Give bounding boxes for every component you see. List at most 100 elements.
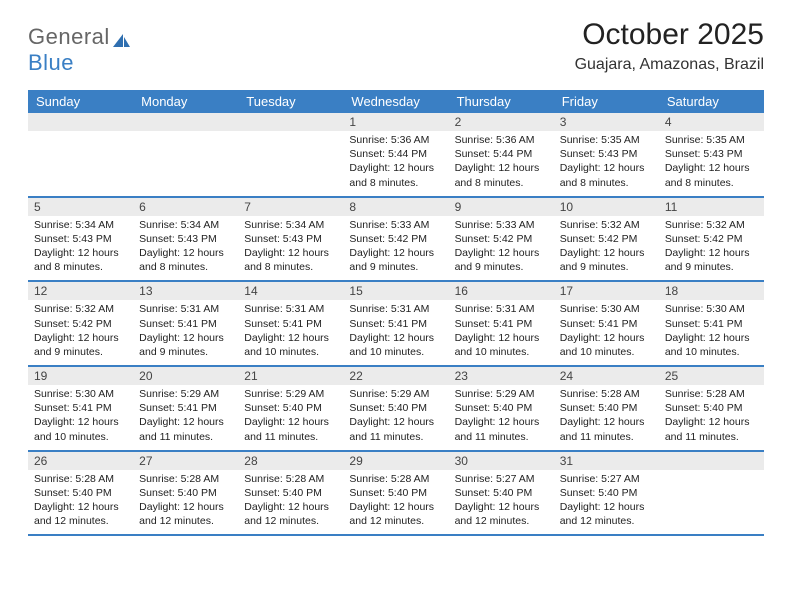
- day-cell: 14Sunrise: 5:31 AMSunset: 5:41 PMDayligh…: [238, 282, 343, 365]
- sunrise-text: Sunrise: 5:31 AM: [244, 302, 337, 316]
- day-body: Sunrise: 5:31 AMSunset: 5:41 PMDaylight:…: [449, 300, 554, 365]
- sunrise-text: Sunrise: 5:36 AM: [455, 133, 548, 147]
- day-body: Sunrise: 5:31 AMSunset: 5:41 PMDaylight:…: [343, 300, 448, 365]
- sunset-text: Sunset: 5:41 PM: [139, 401, 232, 415]
- daylight-text-2: and 11 minutes.: [349, 430, 442, 444]
- sunrise-text: Sunrise: 5:31 AM: [139, 302, 232, 316]
- daylight-text-2: and 9 minutes.: [139, 345, 232, 359]
- sunset-text: Sunset: 5:41 PM: [560, 317, 653, 331]
- sunset-text: Sunset: 5:41 PM: [349, 317, 442, 331]
- day-cell: 29Sunrise: 5:28 AMSunset: 5:40 PMDayligh…: [343, 452, 448, 535]
- day-number: 4: [659, 113, 764, 131]
- day-body: Sunrise: 5:32 AMSunset: 5:42 PMDaylight:…: [554, 216, 659, 281]
- title-block: October 2025 Guajara, Amazonas, Brazil: [575, 18, 764, 80]
- day-number: 6: [133, 198, 238, 216]
- sunset-text: Sunset: 5:43 PM: [139, 232, 232, 246]
- daylight-text-2: and 12 minutes.: [349, 514, 442, 528]
- daylight-text-1: Daylight: 12 hours: [665, 331, 758, 345]
- day-number: 10: [554, 198, 659, 216]
- daylight-text-1: Daylight: 12 hours: [560, 500, 653, 514]
- sunrise-text: Sunrise: 5:33 AM: [455, 218, 548, 232]
- day-body: Sunrise: 5:29 AMSunset: 5:40 PMDaylight:…: [238, 385, 343, 450]
- daylight-text-2: and 12 minutes.: [560, 514, 653, 528]
- day-body: Sunrise: 5:28 AMSunset: 5:40 PMDaylight:…: [133, 470, 238, 535]
- day-number: 15: [343, 282, 448, 300]
- day-number: [133, 113, 238, 131]
- weeks-container: 1Sunrise: 5:36 AMSunset: 5:44 PMDaylight…: [28, 113, 764, 536]
- daylight-text-2: and 8 minutes.: [244, 260, 337, 274]
- daylight-text-1: Daylight: 12 hours: [349, 331, 442, 345]
- daylight-text-1: Daylight: 12 hours: [139, 415, 232, 429]
- sunset-text: Sunset: 5:42 PM: [665, 232, 758, 246]
- day-cell: 10Sunrise: 5:32 AMSunset: 5:42 PMDayligh…: [554, 198, 659, 281]
- brand-logo: General: [28, 18, 132, 50]
- day-body: Sunrise: 5:31 AMSunset: 5:41 PMDaylight:…: [133, 300, 238, 365]
- day-cell: [238, 113, 343, 196]
- daylight-text-1: Daylight: 12 hours: [665, 415, 758, 429]
- sunrise-text: Sunrise: 5:32 AM: [34, 302, 127, 316]
- day-cell: 27Sunrise: 5:28 AMSunset: 5:40 PMDayligh…: [133, 452, 238, 535]
- brand-blue: Blue: [28, 50, 74, 76]
- sunrise-text: Sunrise: 5:28 AM: [244, 472, 337, 486]
- brand-text: General: [28, 24, 132, 50]
- sunrise-text: Sunrise: 5:29 AM: [139, 387, 232, 401]
- sunset-text: Sunset: 5:41 PM: [455, 317, 548, 331]
- daylight-text-1: Daylight: 12 hours: [349, 246, 442, 260]
- daylight-text-1: Daylight: 12 hours: [139, 246, 232, 260]
- day-number: 18: [659, 282, 764, 300]
- daylight-text-1: Daylight: 12 hours: [455, 500, 548, 514]
- sunset-text: Sunset: 5:40 PM: [139, 486, 232, 500]
- day-body: Sunrise: 5:32 AMSunset: 5:42 PMDaylight:…: [28, 300, 133, 365]
- day-cell: 16Sunrise: 5:31 AMSunset: 5:41 PMDayligh…: [449, 282, 554, 365]
- day-number: 24: [554, 367, 659, 385]
- sunset-text: Sunset: 5:40 PM: [560, 401, 653, 415]
- day-number: 5: [28, 198, 133, 216]
- daylight-text-2: and 8 minutes.: [34, 260, 127, 274]
- day-body: [659, 470, 764, 528]
- brand-general: General: [28, 24, 110, 50]
- week-row: 12Sunrise: 5:32 AMSunset: 5:42 PMDayligh…: [28, 282, 764, 367]
- day-body: Sunrise: 5:27 AMSunset: 5:40 PMDaylight:…: [554, 470, 659, 535]
- sunset-text: Sunset: 5:41 PM: [244, 317, 337, 331]
- sunrise-text: Sunrise: 5:27 AM: [560, 472, 653, 486]
- day-cell: 13Sunrise: 5:31 AMSunset: 5:41 PMDayligh…: [133, 282, 238, 365]
- daylight-text-1: Daylight: 12 hours: [139, 500, 232, 514]
- day-cell: 8Sunrise: 5:33 AMSunset: 5:42 PMDaylight…: [343, 198, 448, 281]
- day-cell: 22Sunrise: 5:29 AMSunset: 5:40 PMDayligh…: [343, 367, 448, 450]
- daylight-text-2: and 11 minutes.: [139, 430, 232, 444]
- day-cell: 24Sunrise: 5:28 AMSunset: 5:40 PMDayligh…: [554, 367, 659, 450]
- day-body: Sunrise: 5:34 AMSunset: 5:43 PMDaylight:…: [28, 216, 133, 281]
- day-body: Sunrise: 5:29 AMSunset: 5:40 PMDaylight:…: [449, 385, 554, 450]
- dayhead-thu: Thursday: [449, 90, 554, 113]
- day-body: Sunrise: 5:30 AMSunset: 5:41 PMDaylight:…: [28, 385, 133, 450]
- sunset-text: Sunset: 5:41 PM: [139, 317, 232, 331]
- day-number: 12: [28, 282, 133, 300]
- sunrise-text: Sunrise: 5:30 AM: [560, 302, 653, 316]
- day-body: Sunrise: 5:34 AMSunset: 5:43 PMDaylight:…: [133, 216, 238, 281]
- day-body: Sunrise: 5:27 AMSunset: 5:40 PMDaylight:…: [449, 470, 554, 535]
- daylight-text-1: Daylight: 12 hours: [560, 246, 653, 260]
- day-cell: 4Sunrise: 5:35 AMSunset: 5:43 PMDaylight…: [659, 113, 764, 196]
- sunrise-text: Sunrise: 5:35 AM: [560, 133, 653, 147]
- daylight-text-2: and 9 minutes.: [455, 260, 548, 274]
- day-number: 1: [343, 113, 448, 131]
- day-number: 21: [238, 367, 343, 385]
- day-cell: 26Sunrise: 5:28 AMSunset: 5:40 PMDayligh…: [28, 452, 133, 535]
- day-body: Sunrise: 5:28 AMSunset: 5:40 PMDaylight:…: [28, 470, 133, 535]
- page-header: General October 2025 Guajara, Amazonas, …: [28, 18, 764, 80]
- sunset-text: Sunset: 5:40 PM: [349, 486, 442, 500]
- sunrise-text: Sunrise: 5:33 AM: [349, 218, 442, 232]
- sunrise-text: Sunrise: 5:31 AM: [455, 302, 548, 316]
- sail-icon: [111, 29, 131, 45]
- day-cell: 3Sunrise: 5:35 AMSunset: 5:43 PMDaylight…: [554, 113, 659, 196]
- day-body: Sunrise: 5:36 AMSunset: 5:44 PMDaylight:…: [343, 131, 448, 196]
- day-number: 17: [554, 282, 659, 300]
- day-cell: 6Sunrise: 5:34 AMSunset: 5:43 PMDaylight…: [133, 198, 238, 281]
- sunset-text: Sunset: 5:42 PM: [455, 232, 548, 246]
- sunrise-text: Sunrise: 5:30 AM: [34, 387, 127, 401]
- day-number: 13: [133, 282, 238, 300]
- day-cell: 18Sunrise: 5:30 AMSunset: 5:41 PMDayligh…: [659, 282, 764, 365]
- sunrise-text: Sunrise: 5:35 AM: [665, 133, 758, 147]
- daylight-text-2: and 10 minutes.: [665, 345, 758, 359]
- day-cell: 7Sunrise: 5:34 AMSunset: 5:43 PMDaylight…: [238, 198, 343, 281]
